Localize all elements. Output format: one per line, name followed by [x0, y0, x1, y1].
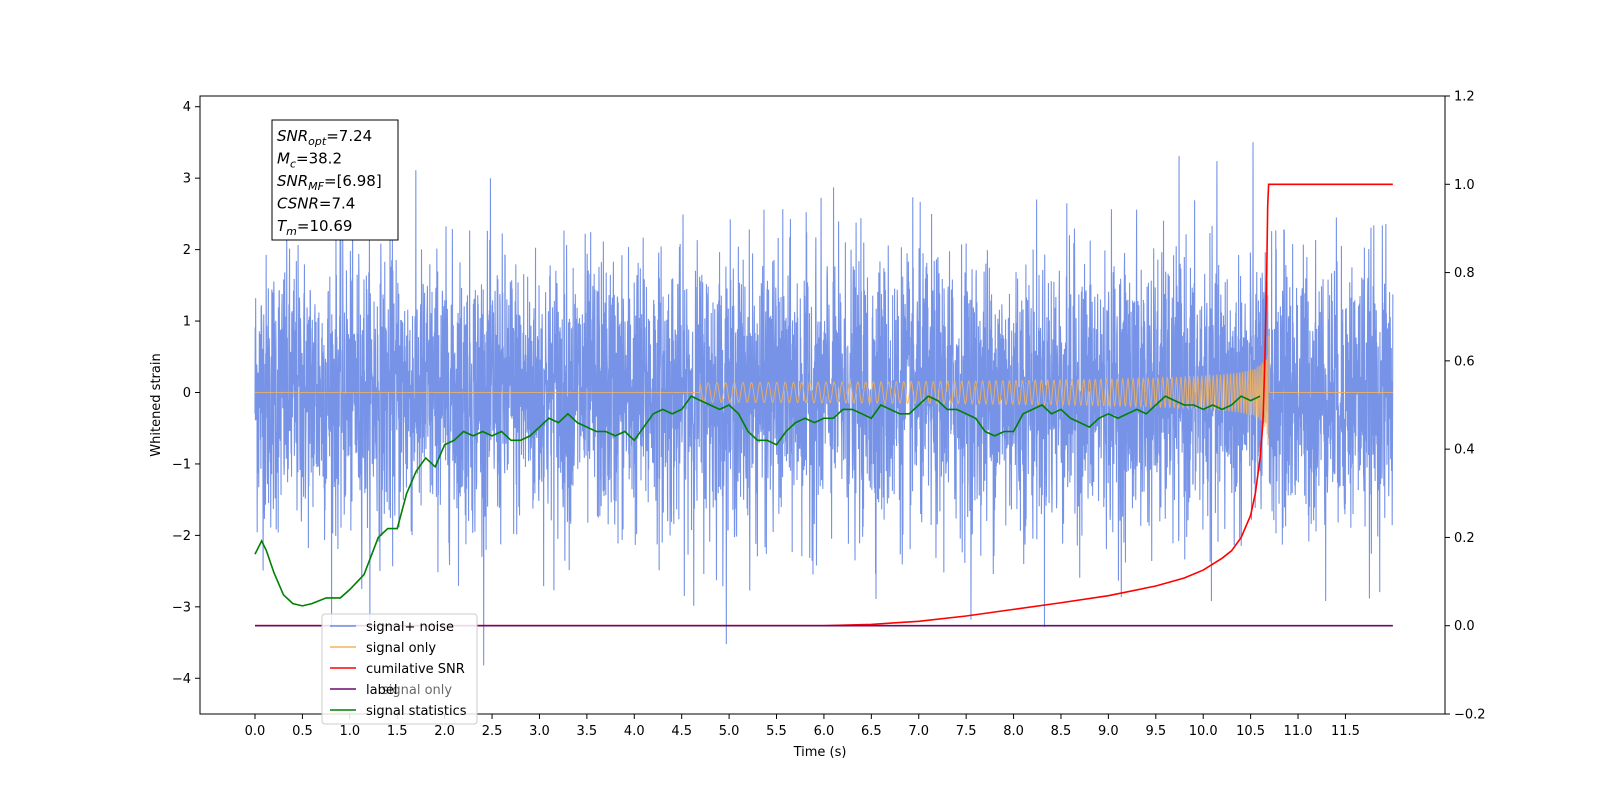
y-left-tick-label: 0	[183, 386, 191, 401]
x-tick-label: 4.5	[671, 724, 692, 739]
x-tick-label: 9.5	[1145, 724, 1166, 739]
series-line	[254, 395, 1261, 607]
y-right-tick-label: 1.2	[1454, 90, 1475, 105]
x-tick-label: 0.5	[292, 724, 313, 739]
annotation-value: =7.4	[319, 195, 355, 213]
annotation-symbol: M	[277, 150, 290, 168]
y-right-tick-label: 0.4	[1454, 443, 1475, 458]
x-tick-label: 10.5	[1236, 724, 1265, 739]
y-axis-left: 4 3 2 1 0 −1 −2 −3 −4	[172, 100, 200, 687]
x-tick-label: 1.0	[339, 724, 360, 739]
annotation-value: =38.2	[296, 150, 342, 168]
y-left-tick-label: −4	[172, 672, 191, 687]
annotation-line: Tm=10.69	[277, 217, 352, 238]
x-tick-label: 5.0	[719, 724, 740, 739]
legend: signal+ noise signal only cumilative SNR la…	[321, 613, 478, 725]
x-tick-label: 7.0	[908, 724, 929, 739]
y-right-tick-label: 0.2	[1454, 531, 1475, 546]
annotation-symbol: SNR	[277, 127, 308, 145]
x-tick-label: 0.0	[245, 724, 266, 739]
annotation-frame	[271, 119, 399, 241]
x-tick-label: 6.5	[861, 724, 882, 739]
signal-only-line	[254, 336, 1393, 446]
x-tick-label: 3.5	[577, 724, 598, 739]
annotation-value: =7.24	[326, 127, 372, 145]
y-axis-right: 1.2 1.0 0.8 0.6 0.4 0.2 0.0 −0.2	[1445, 90, 1486, 723]
annotation-subscript: opt	[308, 135, 327, 148]
legend-entry: signal only	[366, 641, 436, 656]
x-tick-label: 10.0	[1189, 724, 1218, 739]
legend-entry: label	[366, 683, 397, 698]
y-left-tick-label: 3	[183, 172, 191, 187]
annotation-symbol: CSNR	[277, 195, 319, 213]
y-right-tick-label: 0.0	[1454, 619, 1475, 634]
annotation-subscript: MF	[308, 180, 324, 193]
annotation-value: =[6.98]	[324, 172, 382, 190]
legend-overlay-text: signal only	[382, 683, 452, 698]
x-tick-label: 8.0	[1003, 724, 1024, 739]
annotation-subscript: c	[290, 158, 296, 171]
y-left-tick-label: −1	[172, 457, 191, 472]
x-tick-label: 4.0	[624, 724, 645, 739]
annotation-line: Mc=38.2	[277, 150, 342, 171]
y-left-tick-label: −3	[172, 600, 191, 615]
x-tick-label: 7.5	[956, 724, 977, 739]
y-right-tick-label: 1.0	[1454, 178, 1475, 193]
annotation-subscript: m	[286, 225, 297, 238]
signal-only-series	[254, 336, 1393, 446]
x-axis-label: Time (s)	[793, 745, 847, 760]
y-left-tick-label: 2	[183, 243, 191, 258]
x-tick-label: 2.0	[434, 724, 455, 739]
series-line	[255, 183, 1393, 627]
y-axis-label: Whitened strain	[149, 353, 164, 456]
y-left-tick-label: −2	[172, 529, 191, 544]
x-tick-label: 11.0	[1284, 724, 1313, 739]
legend-entry: signal statistics	[366, 704, 467, 719]
plot-frame	[199, 95, 1446, 715]
y-right-tick-label: 0.8	[1454, 266, 1475, 281]
annotation-symbol: T	[277, 217, 288, 235]
x-tick-label: 6.0	[814, 724, 835, 739]
annotation-line: SNRMF=[6.98]	[277, 172, 382, 193]
legend-entry: cumilative SNR	[366, 662, 465, 677]
annotation-line: CSNR=7.4	[277, 195, 355, 213]
legend-entry: signal+ noise	[366, 620, 454, 635]
x-tick-label: 9.0	[1098, 724, 1119, 739]
y-right-tick-label: 0.6	[1454, 354, 1475, 369]
annotation-box: SNRopt=7.24Mc=38.2SNRMF=[6.98]CSNR=7.4Tm…	[271, 119, 399, 241]
annotation-value: =10.69	[297, 217, 353, 235]
x-tick-label: 2.5	[482, 724, 503, 739]
x-tick-label: 8.5	[1051, 724, 1072, 739]
legend-frame	[321, 613, 478, 725]
x-tick-label: 1.5	[387, 724, 408, 739]
y-left-tick-label: 4	[183, 100, 191, 115]
annotation-symbol: SNR	[277, 172, 308, 190]
y-left-tick-label: 1	[183, 315, 191, 330]
x-tick-label: 5.5	[766, 724, 787, 739]
x-tick-label: 3.0	[529, 724, 550, 739]
x-axis: 0.0 0.5 1.0 1.5 2.0 2.5 3.0 3.5 4.0 4.5 5.0 5.5 6.0 6…	[245, 714, 1360, 739]
annotation-line: SNRopt=7.24	[277, 127, 372, 148]
x-tick-label: 11.5	[1331, 724, 1360, 739]
y-right-tick-label: −0.2	[1454, 708, 1486, 723]
